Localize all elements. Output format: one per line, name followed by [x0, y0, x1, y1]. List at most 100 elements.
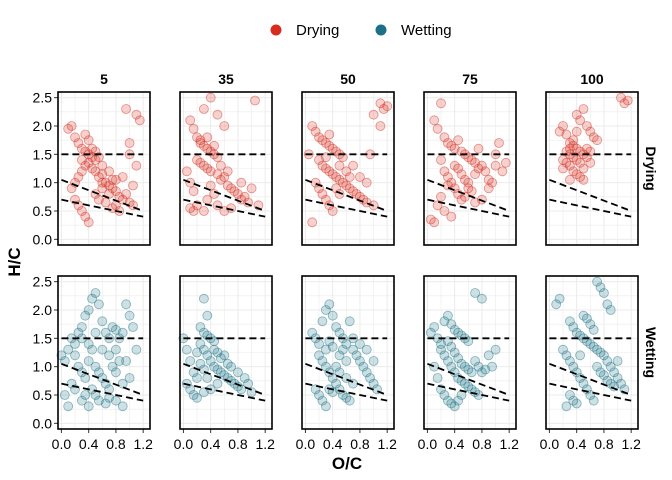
data-point [368, 378, 379, 389]
panel-border [423, 275, 517, 430]
data-point [551, 299, 562, 310]
data-point [446, 319, 457, 330]
data-point [117, 327, 128, 338]
x-tick-label: 1.2 [499, 436, 519, 452]
data-point [331, 361, 342, 372]
data-point [500, 157, 511, 168]
data-point [470, 356, 481, 366]
data-point [212, 109, 223, 120]
data-point [599, 350, 609, 361]
data-point [361, 177, 372, 188]
data-point [317, 356, 328, 366]
y-tick-label: 2.0 [33, 118, 53, 134]
data-point [449, 401, 460, 412]
data-point [111, 367, 121, 378]
data-point [327, 387, 338, 398]
data-point [348, 160, 359, 171]
data-point [568, 322, 579, 332]
x-tick-label: 1.2 [133, 436, 153, 452]
data-point [128, 322, 138, 332]
strip-label-col-35: 35 [218, 71, 234, 87]
data-point [446, 341, 457, 352]
data-point [209, 140, 220, 151]
data-point [490, 344, 501, 355]
data-point [83, 401, 94, 412]
data-point [104, 350, 114, 361]
data-point [317, 395, 328, 406]
data-point [612, 373, 623, 383]
data-point [317, 316, 328, 327]
data-point [578, 104, 589, 114]
data-point [592, 361, 602, 372]
data-point [429, 322, 440, 332]
data-point [605, 361, 616, 372]
data-point [558, 163, 568, 174]
data-point [490, 160, 501, 171]
strip-label-col-5: 5 [100, 71, 108, 87]
data-point [87, 293, 97, 304]
y-tick-label: 1.5 [33, 330, 53, 346]
data-point [358, 361, 369, 372]
data-point [561, 129, 572, 140]
data-point [561, 350, 572, 361]
strip-label-col-50: 50 [340, 71, 356, 87]
data-point [588, 395, 599, 406]
data-point [80, 310, 91, 321]
strip-label-col-100: 100 [580, 71, 604, 87]
data-point [568, 361, 579, 372]
data-point [446, 211, 457, 222]
strip-label-col-75: 75 [462, 71, 478, 87]
x-tick-label: 0.0 [296, 436, 316, 452]
data-point [83, 135, 94, 146]
data-point [466, 367, 477, 378]
data-point [243, 378, 254, 389]
data-point [250, 95, 260, 106]
panel-border [545, 275, 639, 430]
data-point [80, 390, 91, 400]
data-point [436, 155, 446, 165]
data-point [425, 327, 436, 338]
reference-line-2 [305, 362, 388, 396]
data-point [317, 189, 328, 199]
data-point [554, 293, 565, 304]
reference-line-3 [61, 198, 144, 218]
reference-line-3 [305, 198, 388, 218]
data-point [100, 398, 111, 409]
data-point [439, 166, 450, 177]
data-point [198, 104, 209, 114]
data-point [181, 344, 192, 355]
reference-line-3 [549, 198, 632, 218]
data-point [341, 166, 352, 177]
data-point [94, 299, 104, 310]
data-point [63, 344, 74, 355]
reference-line-2 [549, 178, 632, 212]
data-point [77, 395, 87, 406]
data-point [344, 395, 355, 406]
x-tick-label: 0.4 [79, 436, 99, 452]
data-point [483, 350, 494, 361]
data-point [341, 339, 352, 349]
data-point [565, 143, 575, 154]
data-point [66, 183, 77, 194]
panel-border [57, 91, 151, 246]
data-point [131, 109, 142, 120]
legend: Drying Wetting [270, 22, 452, 39]
data-point [128, 180, 138, 191]
data-point [222, 166, 233, 177]
data-point [121, 189, 131, 199]
y-tick-label: 0.5 [33, 387, 53, 403]
data-point [344, 316, 355, 327]
data-point [599, 370, 609, 381]
x-tick-label: 0.8 [472, 436, 492, 452]
data-point [341, 356, 352, 366]
data-point [202, 350, 213, 361]
data-point [463, 177, 474, 188]
reference-line-2 [61, 362, 144, 396]
data-point [575, 350, 585, 361]
data-point [80, 129, 91, 140]
data-point [239, 191, 250, 202]
data-point [209, 189, 220, 199]
data-point [192, 392, 202, 403]
data-point [70, 132, 80, 143]
data-point [612, 356, 623, 366]
